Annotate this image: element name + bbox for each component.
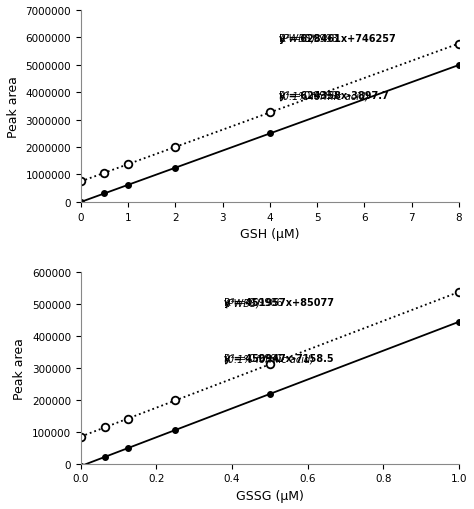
Text: R² = 0.9991: R² = 0.9991 bbox=[225, 342, 283, 363]
X-axis label: GSH (μM): GSH (μM) bbox=[240, 228, 300, 241]
Y-axis label: Peak area: Peak area bbox=[7, 76, 20, 137]
Text: y = 628461x+746257: y = 628461x+746257 bbox=[279, 34, 396, 44]
Text: (PWBS): (PWBS) bbox=[279, 11, 315, 44]
Text: R² = 0.9998: R² = 0.9998 bbox=[279, 22, 338, 44]
Text: y = 624358x-3897.7: y = 624358x-3897.7 bbox=[279, 91, 389, 101]
Y-axis label: Peak area: Peak area bbox=[13, 337, 27, 399]
Text: (PWBS): (PWBS) bbox=[225, 274, 261, 307]
Text: R² = 0.9986: R² = 0.9986 bbox=[225, 286, 283, 307]
X-axis label: GSSG (μM): GSSG (μM) bbox=[236, 489, 304, 502]
Text: (0.1% formic acid): (0.1% formic acid) bbox=[225, 330, 314, 363]
Text: y = 450947x-7158.5: y = 450947x-7158.5 bbox=[225, 353, 334, 363]
Text: (0.1% formic acid): (0.1% formic acid) bbox=[279, 68, 369, 101]
Text: y = 451957x+85077: y = 451957x+85077 bbox=[225, 297, 335, 307]
Text: R² = 0.9999: R² = 0.9999 bbox=[279, 79, 338, 101]
